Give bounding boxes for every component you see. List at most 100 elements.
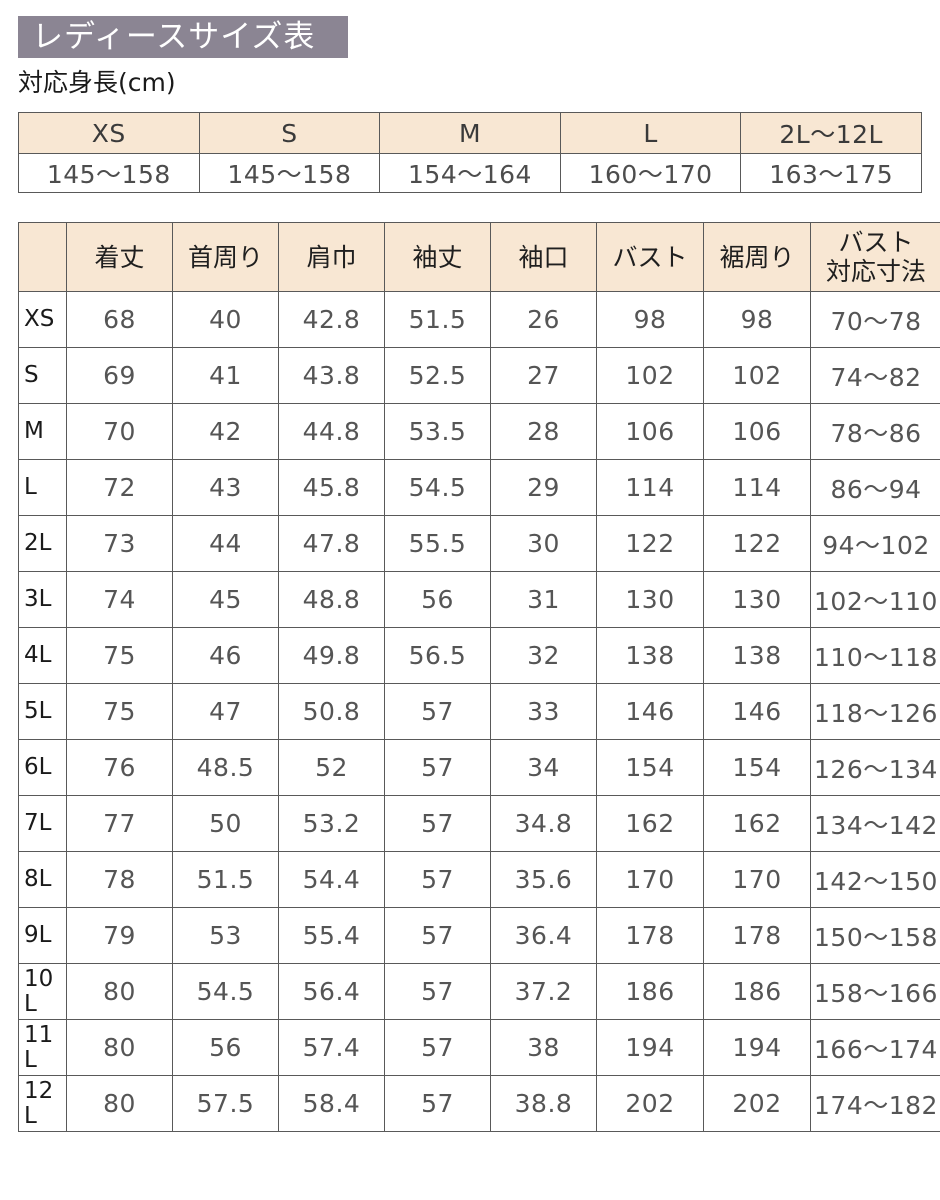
size-label-cell: 11L xyxy=(18,1019,67,1076)
height-value-cell: 163〜175 xyxy=(740,153,922,193)
measurement-value-cell: 74 xyxy=(66,571,173,628)
measurement-value-cell: 37.2 xyxy=(490,963,597,1020)
measurement-value-cell: 34 xyxy=(490,739,597,796)
measurement-value-cell: 94〜102 xyxy=(810,515,940,572)
measurement-value-cell: 56 xyxy=(384,571,491,628)
measurement-value-cell: 54.4 xyxy=(278,851,385,908)
measurement-value-cell: 47.8 xyxy=(278,515,385,572)
table-row: 5L 75 47 50.8 57 33 146 146 118〜126 xyxy=(18,683,940,740)
measurement-header-kubimawari: 首周り xyxy=(172,222,279,292)
measurement-value-cell: 69 xyxy=(66,347,173,404)
header-line-1: 裾周り xyxy=(719,242,795,272)
measurement-value-cell: 53.5 xyxy=(384,403,491,460)
size-label-cell: M xyxy=(18,403,67,460)
measurement-value-cell: 68 xyxy=(66,291,173,348)
height-range-table: XS S M L 2L〜12L 145〜158 145〜158 154〜164 … xyxy=(18,112,922,193)
measurement-table-body: XS 68 40 42.8 51.5 26 98 98 70〜78 S 69 41 43.8 52.5 27… xyxy=(18,291,940,1132)
table-row: M 70 42 44.8 53.5 28 106 106 78〜86 xyxy=(18,403,940,460)
measurement-value-cell: 98 xyxy=(703,291,811,348)
measurement-value-cell: 48.5 xyxy=(172,739,279,796)
measurement-value-cell: 154 xyxy=(596,739,704,796)
size-label-cell: 12L xyxy=(18,1075,67,1132)
height-table-header-row: XS S M L 2L〜12L xyxy=(18,112,922,154)
measurement-value-cell: 178 xyxy=(703,907,811,964)
measurement-value-cell: 138 xyxy=(596,627,704,684)
measurement-value-cell: 28 xyxy=(490,403,597,460)
table-row: 11L 80 56 57.4 57 38 194 194 166〜174 xyxy=(18,1019,940,1076)
measurement-header-bust-range: バスト 対応寸法 xyxy=(810,222,940,292)
measurement-value-cell: 57 xyxy=(384,1075,491,1132)
measurement-value-cell: 57 xyxy=(384,795,491,852)
measurement-value-cell: 162 xyxy=(703,795,811,852)
measurement-value-cell: 106 xyxy=(596,403,704,460)
header-line-1: 肩巾 xyxy=(306,242,357,272)
measurement-header-sodetake: 袖丈 xyxy=(384,222,491,292)
table-row: 3L 74 45 48.8 56 31 130 130 102〜110 xyxy=(18,571,940,628)
measurement-value-cell: 57.4 xyxy=(278,1019,385,1076)
measurement-value-cell: 166〜174 xyxy=(810,1019,940,1076)
measurement-value-cell: 202 xyxy=(703,1075,811,1132)
measurement-value-cell: 122 xyxy=(596,515,704,572)
table-row: 4L 75 46 49.8 56.5 32 138 138 110〜118 xyxy=(18,627,940,684)
measurement-value-cell: 42 xyxy=(172,403,279,460)
measurement-value-cell: 51.5 xyxy=(172,851,279,908)
measurement-value-cell: 80 xyxy=(66,963,173,1020)
size-label-cell: 5L xyxy=(18,683,67,740)
measurement-value-cell: 75 xyxy=(66,683,173,740)
measurement-value-cell: 114 xyxy=(596,459,704,516)
measurement-header-row: 着丈 首周り 肩巾 袖丈 袖口 バスト 裾周り xyxy=(18,222,940,292)
table-row: 8L 78 51.5 54.4 57 35.6 170 170 142〜150 xyxy=(18,851,940,908)
measurement-value-cell: 78〜86 xyxy=(810,403,940,460)
measurement-value-cell: 34.8 xyxy=(490,795,597,852)
measurement-value-cell: 106 xyxy=(703,403,811,460)
header-line-2: 対応寸法 xyxy=(825,257,926,286)
measurement-value-cell: 114 xyxy=(703,459,811,516)
height-header-cell: M xyxy=(379,112,561,154)
measurement-value-cell: 102 xyxy=(596,347,704,404)
table-row: S 69 41 43.8 52.5 27 102 102 74〜82 xyxy=(18,347,940,404)
table-row: 7L 77 50 53.2 57 34.8 162 162 134〜142 xyxy=(18,795,940,852)
measurement-value-cell: 146 xyxy=(703,683,811,740)
table-row: 9L 79 53 55.4 57 36.4 178 178 150〜158 xyxy=(18,907,940,964)
size-label-cell: 3L xyxy=(18,571,67,628)
measurement-value-cell: 162 xyxy=(596,795,704,852)
measurement-corner-cell xyxy=(18,222,67,292)
measurement-value-cell: 45 xyxy=(172,571,279,628)
measurement-value-cell: 53.2 xyxy=(278,795,385,852)
header-line-1: バスト xyxy=(612,242,688,272)
header-line-1: バスト xyxy=(838,228,914,257)
measurement-value-cell: 56.5 xyxy=(384,627,491,684)
measurement-value-cell: 80 xyxy=(66,1075,173,1132)
measurement-value-cell: 33 xyxy=(490,683,597,740)
measurement-value-cell: 98 xyxy=(596,291,704,348)
measurement-value-cell: 74〜82 xyxy=(810,347,940,404)
height-header-cell: L xyxy=(559,112,742,154)
measurement-value-cell: 80 xyxy=(66,1019,173,1076)
page-title-banner: レディースサイズ表 xyxy=(18,16,348,58)
measurement-value-cell: 49.8 xyxy=(278,627,385,684)
measurement-value-cell: 186 xyxy=(596,963,704,1020)
measurement-value-cell: 54.5 xyxy=(172,963,279,1020)
measurement-value-cell: 75 xyxy=(66,627,173,684)
header-line-1: 袖口 xyxy=(518,242,569,272)
size-label-cell: 6L xyxy=(18,739,67,796)
measurement-value-cell: 170 xyxy=(596,851,704,908)
size-label-cell: XS xyxy=(18,291,67,348)
measurement-value-cell: 45.8 xyxy=(278,459,385,516)
height-header-cell: 2L〜12L xyxy=(740,112,922,154)
measurement-value-cell: 178 xyxy=(596,907,704,964)
measurement-value-cell: 154 xyxy=(703,739,811,796)
measurement-value-cell: 150〜158 xyxy=(810,907,940,964)
measurement-header-susomawari: 裾周り xyxy=(703,222,811,292)
measurement-value-cell: 86〜94 xyxy=(810,459,940,516)
measurement-value-cell: 42.8 xyxy=(278,291,385,348)
size-label-cell: S xyxy=(18,347,67,404)
measurement-value-cell: 78 xyxy=(66,851,173,908)
measurement-value-cell: 57 xyxy=(384,683,491,740)
measurement-value-cell: 57.5 xyxy=(172,1075,279,1132)
measurement-value-cell: 174〜182 xyxy=(810,1075,940,1132)
measurement-value-cell: 110〜118 xyxy=(810,627,940,684)
measurement-value-cell: 56 xyxy=(172,1019,279,1076)
measurement-value-cell: 102 xyxy=(703,347,811,404)
